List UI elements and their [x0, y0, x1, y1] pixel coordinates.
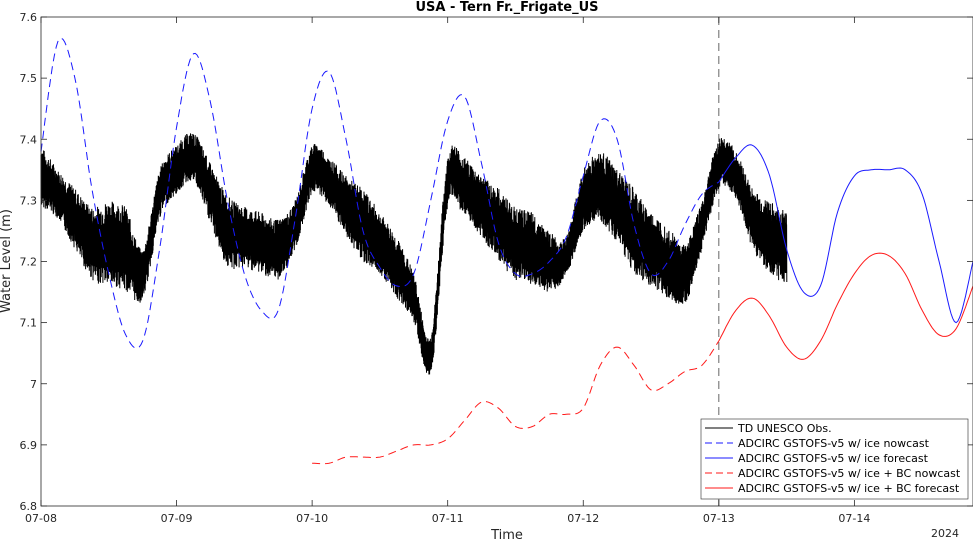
y-tick-label: 7.6: [20, 11, 38, 24]
legend-entry-bc-nowcast: ADCIRC GSTOFS-v5 w/ ice + BC nowcast: [738, 467, 961, 480]
y-tick-label: 6.9: [20, 439, 38, 452]
y-tick-label: 6.8: [20, 500, 38, 513]
x-tick-label: 07-12: [567, 512, 599, 525]
x-tick-label: 07-11: [432, 512, 464, 525]
y-tick-label: 7.5: [20, 72, 38, 85]
legend-entry-ice-forecast: ADCIRC GSTOFS-v5 w/ ice forecast: [738, 452, 929, 465]
legend-entry-obs: TD UNESCO Obs.: [737, 422, 832, 435]
x-tick-label: 07-13: [703, 512, 735, 525]
x-tick-label: 07-09: [161, 512, 193, 525]
obs-line: [40, 133, 788, 375]
y-tick-label: 7.2: [20, 256, 38, 269]
series-line-3: [312, 340, 720, 465]
series-1: [40, 37, 720, 349]
y-tick-label: 7.4: [20, 133, 38, 146]
legend: TD UNESCO Obs. ADCIRC GSTOFS-v5 w/ ice n…: [700, 418, 969, 500]
series-3: [312, 340, 720, 465]
x-axis-label: Time: [490, 528, 523, 541]
series-line-2: [718, 144, 973, 324]
series-line-1: [40, 37, 720, 349]
y-tick-label: 7.3: [20, 194, 38, 207]
series-line-4: [718, 252, 973, 360]
y-tick-label: 7.1: [20, 317, 38, 330]
legend-entry-ice-nowcast: ADCIRC GSTOFS-v5 w/ ice nowcast: [738, 437, 930, 450]
y-axis-label: Water Level (m): [0, 209, 14, 313]
y-tick-label: 7: [30, 378, 37, 391]
x-tick-label: 07-14: [838, 512, 870, 525]
series-2: [718, 144, 973, 324]
legend-box: [700, 418, 969, 500]
axes-layer: 6.8 6.9 7 7.1 7.2 7.3 7.4 7.5 7.6 07-08 07-09 07-10…: [20, 11, 973, 525]
legend-entry-bc-forecast: ADCIRC GSTOFS-v5 w/ ice + BC forecast: [738, 482, 960, 495]
year-label: 2024: [931, 527, 959, 540]
plot-layer: [40, 17, 973, 506]
series-4: [718, 252, 973, 360]
x-tick-label: 07-08: [25, 512, 57, 525]
x-tick-label: 07-10: [296, 512, 328, 525]
series-0: [40, 133, 788, 375]
chart-title: USA - Tern Fr._Frigate_US: [415, 0, 598, 15]
